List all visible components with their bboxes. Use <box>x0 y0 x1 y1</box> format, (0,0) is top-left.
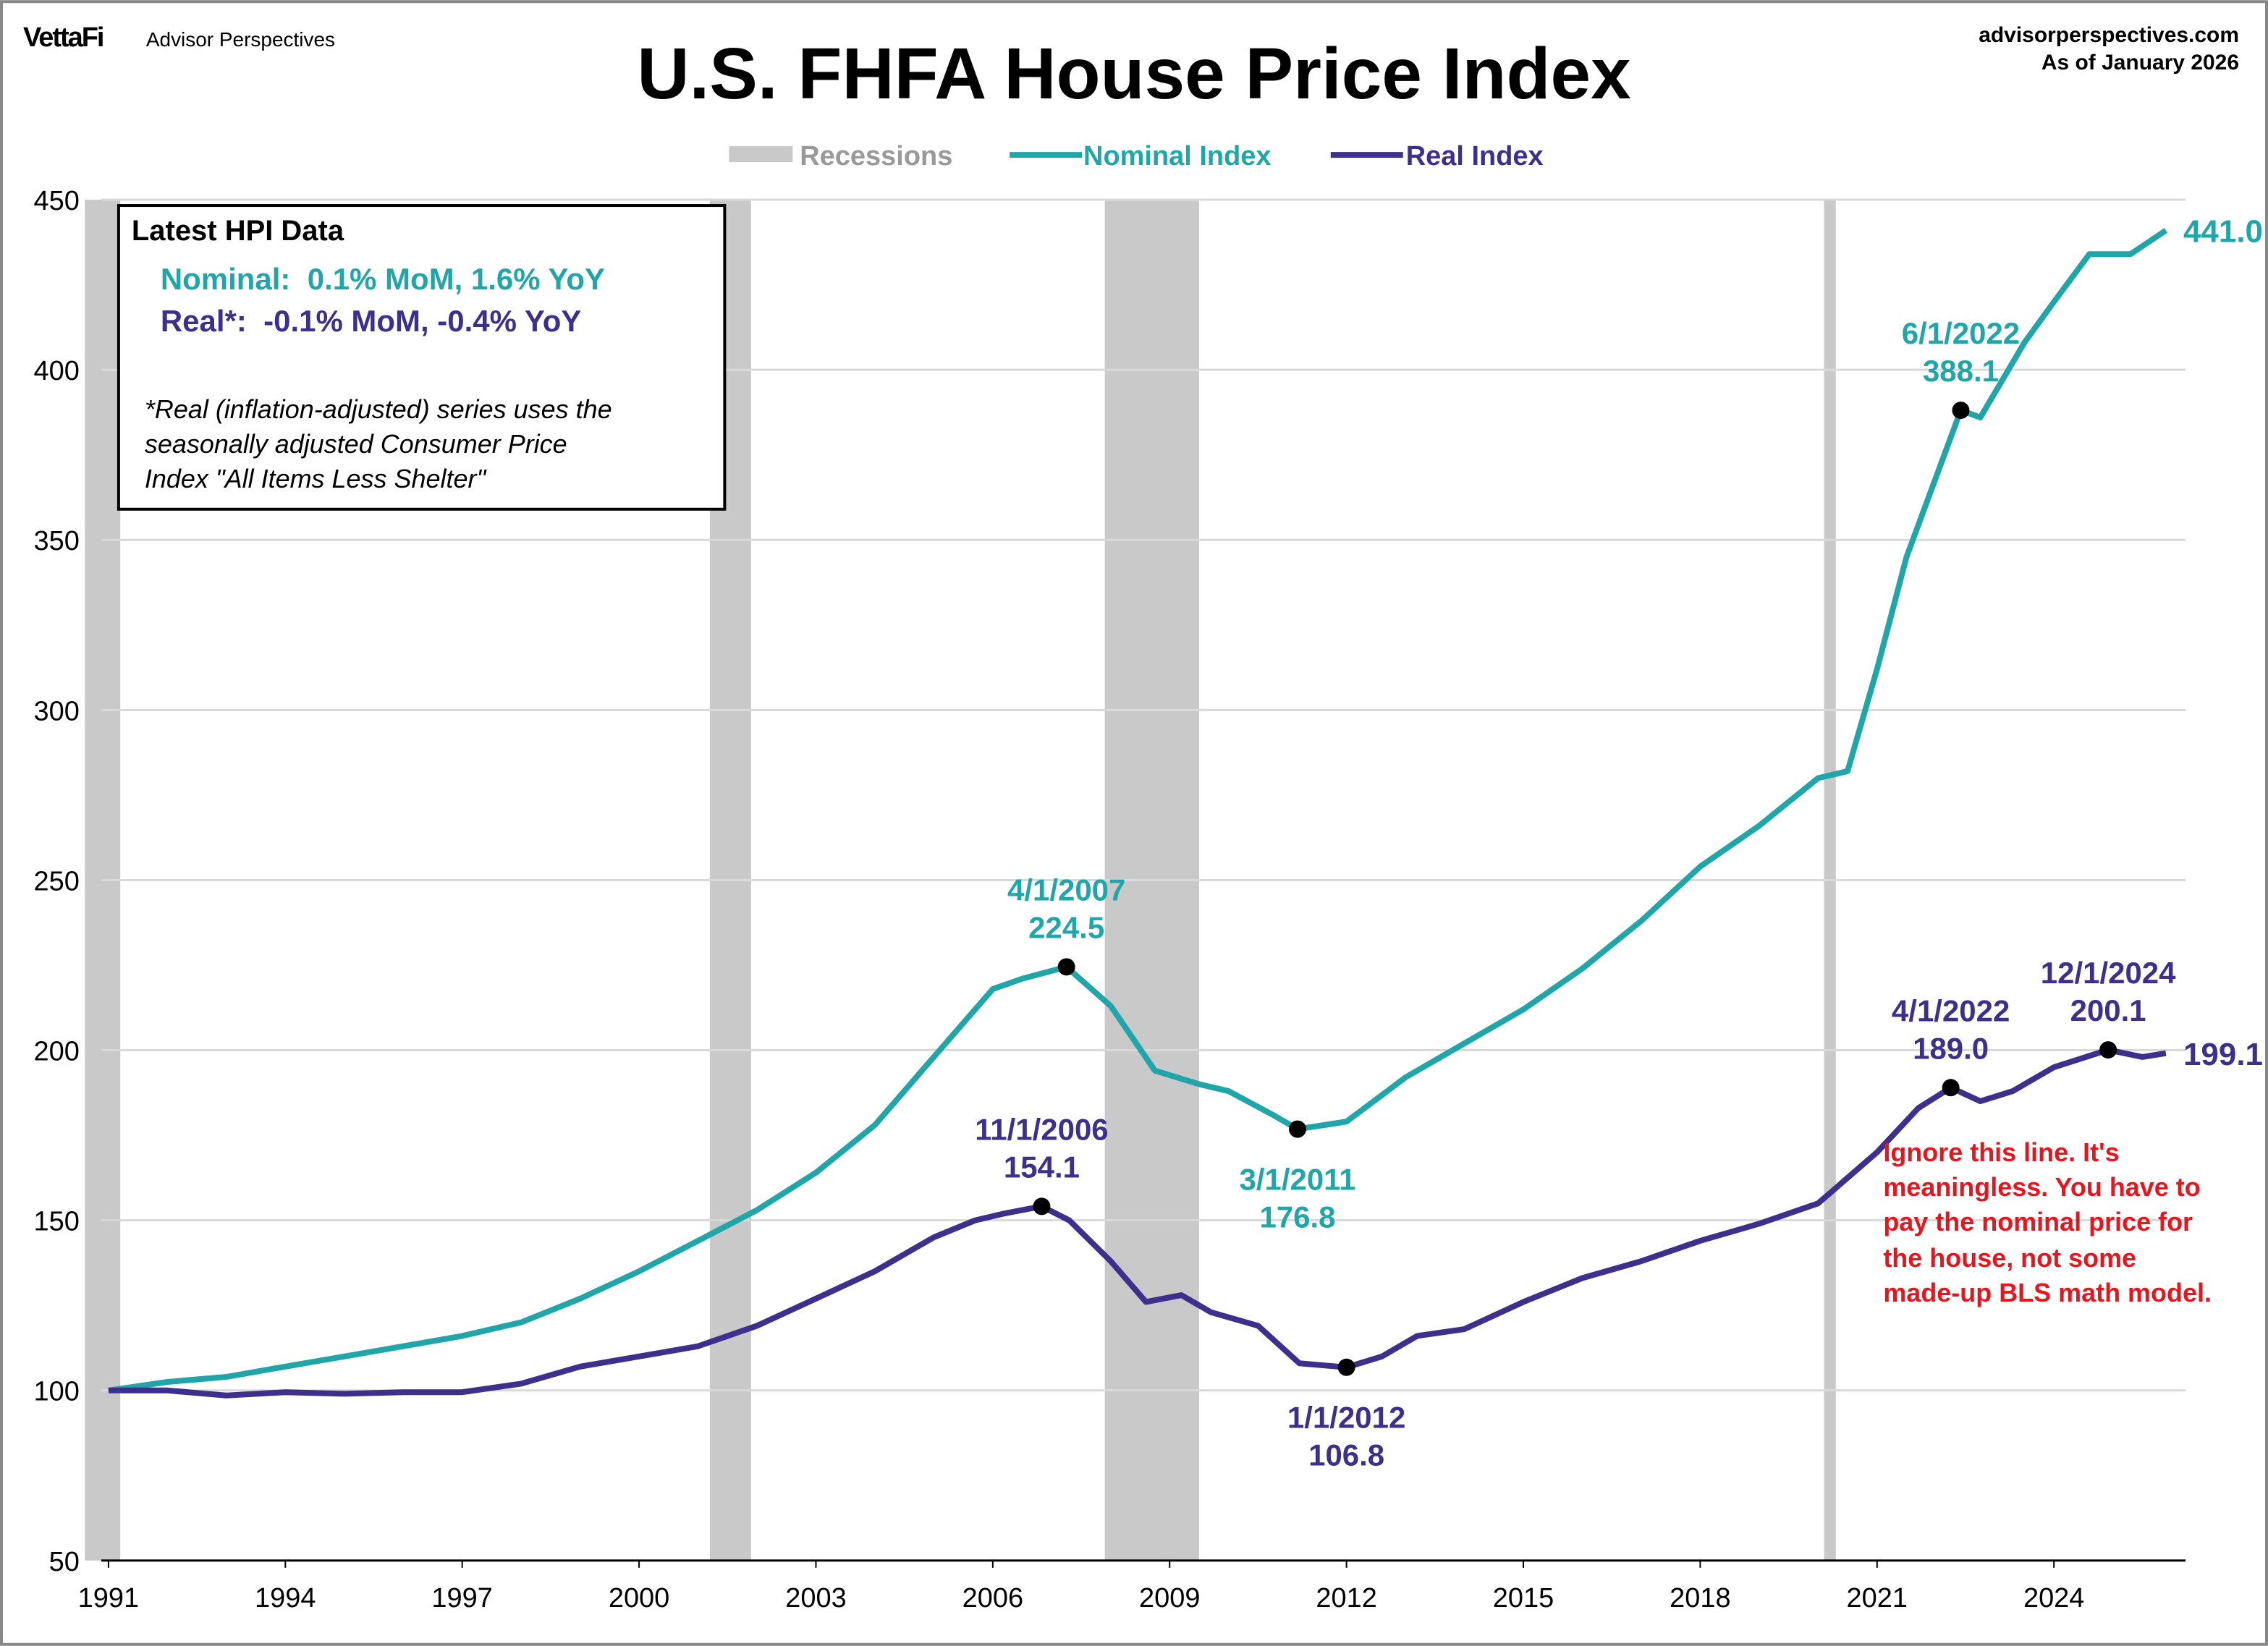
info-box-frame <box>117 204 727 511</box>
annotation-date: 4/1/2007 <box>1007 873 1125 907</box>
y-tick-label: 100 <box>34 1377 80 1407</box>
x-tick-label: 2003 <box>785 1583 846 1613</box>
info-note-line: seasonally adjusted Consumer Price <box>145 429 567 459</box>
annotation-value: 224.5 <box>1028 910 1104 944</box>
annotation-date: 3/1/2011 <box>1239 1163 1355 1197</box>
y-tick-label: 150 <box>34 1207 80 1237</box>
warning-line: Ignore this line. It's <box>1883 1137 2119 1167</box>
annotation-point <box>1033 1197 1051 1216</box>
warning-line: pay the nominal price for <box>1883 1207 2193 1236</box>
legend-real: Real Index <box>1406 141 1544 171</box>
x-tick-label: 2009 <box>1139 1583 1200 1613</box>
annotation-point <box>1289 1120 1307 1138</box>
brand-logo: VettaFi <box>23 22 103 53</box>
x-tick-label: 2024 <box>2023 1583 2084 1613</box>
annotation-point <box>1337 1358 1355 1376</box>
y-tick-label: 350 <box>34 526 80 556</box>
x-tick-label: 1997 <box>431 1583 492 1613</box>
series-end-label: 441.0 <box>2183 213 2263 249</box>
warning-line: made-up BLS math model. <box>1883 1278 2212 1307</box>
annotation-date: 1/1/2012 <box>1287 1401 1405 1435</box>
as-of-date: As of January 2026 <box>2041 51 2239 75</box>
annotation-point <box>1952 402 1970 420</box>
annotation-value: 106.8 <box>1308 1438 1384 1472</box>
x-tick-label: 2012 <box>1316 1583 1376 1613</box>
annotation-date: 11/1/2006 <box>975 1112 1108 1146</box>
legend-recessions: Recessions <box>800 141 952 171</box>
annotation-value: 154.1 <box>1004 1150 1080 1184</box>
x-tick-label: 2018 <box>1670 1583 1730 1613</box>
annotation-date: 4/1/2022 <box>1892 993 2010 1027</box>
x-tick-label: 2000 <box>609 1583 669 1613</box>
x-tick-label: 1991 <box>78 1583 139 1613</box>
series-end-label: 199.1 <box>2183 1037 2263 1072</box>
annotation-point <box>1942 1079 1960 1097</box>
series-lines <box>108 228 2168 1399</box>
annotation-value: 388.1 <box>1923 354 1999 388</box>
annotation-date: 12/1/2024 <box>2041 956 2176 990</box>
annotation-value: 200.1 <box>2070 993 2146 1027</box>
warning-line: the house, not some <box>1883 1243 2136 1273</box>
annotation-point <box>1057 958 1075 976</box>
info-box: Latest HPI Data Nominal: 0.1% MoM, 1.6% … <box>117 204 727 511</box>
y-tick-label: 250 <box>34 866 80 896</box>
annotation-date: 6/1/2022 <box>1902 316 2020 350</box>
x-tick-label: 2021 <box>1847 1583 1908 1613</box>
y-tick-label: 200 <box>34 1037 80 1067</box>
annotation-value: 189.0 <box>1913 1031 1989 1065</box>
info-box-title: Latest HPI Data <box>132 215 344 247</box>
legend-recession-swatch <box>729 146 793 163</box>
info-nominal: Nominal: 0.1% MoM, 1.6% YoY <box>161 262 605 296</box>
info-note-line: *Real (inflation-adjusted) series uses t… <box>145 394 612 424</box>
brand-subtitle: Advisor Perspectives <box>146 28 335 51</box>
annotation-point <box>2099 1041 2117 1059</box>
nominal-index-line <box>108 228 2168 1393</box>
site-url: advisorperspectives.com <box>1979 23 2239 47</box>
annotation-value: 176.8 <box>1260 1200 1336 1234</box>
x-tick-label: 1994 <box>255 1583 316 1613</box>
y-tick-label: 50 <box>49 1547 80 1577</box>
warning-note: Ignore this line. It's meaningless. You … <box>1883 1137 2212 1307</box>
real-index-line <box>108 1047 2167 1399</box>
legend-nominal: Nominal Index <box>1083 141 1271 171</box>
y-tick-label: 400 <box>34 356 80 386</box>
chart-title: U.S. FHFA House Price Index <box>637 34 1630 114</box>
y-tick-label: 300 <box>34 696 80 726</box>
y-tick-label: 450 <box>34 186 80 216</box>
warning-line: meaningless. You have to <box>1883 1172 2200 1202</box>
info-real: Real*: -0.1% MoM, -0.4% YoY <box>161 304 582 338</box>
axis-ticks: 50 100 150 200 250 300 350 400 450 1991 1994 1997 20… <box>34 186 2085 1613</box>
legend: Recessions Nominal Index Real Index <box>729 141 1544 171</box>
x-tick-label: 2015 <box>1493 1583 1554 1613</box>
info-note-line: Index "All Items Less Shelter" <box>145 464 488 493</box>
x-tick-label: 2006 <box>962 1583 1023 1613</box>
